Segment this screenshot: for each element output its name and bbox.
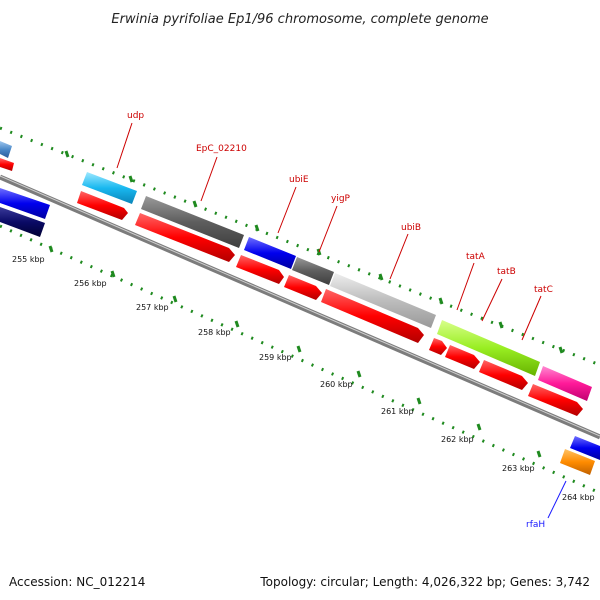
tick-label: 264 kbp bbox=[562, 493, 595, 502]
cds-arrow[interactable] bbox=[445, 345, 480, 369]
cds-arrow[interactable] bbox=[236, 255, 284, 284]
gene-label-tatc[interactable]: tatC bbox=[534, 285, 553, 295]
feature-box-steel[interactable] bbox=[0, 141, 12, 158]
tick-label: 259 kbp bbox=[259, 353, 292, 362]
map-title: Erwinia pyrifoliae Ep1/96 chromosome, co… bbox=[111, 12, 488, 27]
genome-summary-text: Topology: circular; Length: 4,026,322 bp… bbox=[259, 575, 590, 589]
feature-box-ubie[interactable] bbox=[244, 237, 296, 269]
tick-label: 255 kbp bbox=[12, 255, 45, 264]
gene-label-ubie[interactable]: ubiE bbox=[289, 175, 309, 185]
gene-label-yigp[interactable]: yigP bbox=[331, 194, 351, 204]
outer-feature-track bbox=[0, 141, 592, 401]
outer-major-ticks bbox=[64, 150, 564, 354]
gene-labels: udp EpC_02210 ubiE yigP ubiB tatA tatB t… bbox=[127, 111, 553, 530]
cds-arrow[interactable] bbox=[135, 213, 235, 262]
tick-label: 261 kbp bbox=[381, 407, 414, 416]
gene-label-ubib[interactable]: ubiB bbox=[401, 223, 421, 233]
feature-box-pink[interactable] bbox=[538, 366, 592, 401]
forward-cds-track bbox=[0, 158, 583, 416]
feature-box-tat[interactable] bbox=[437, 320, 540, 376]
feature-box-epc02210[interactable] bbox=[141, 196, 244, 248]
cds-arrow[interactable] bbox=[284, 275, 322, 300]
backbone-line bbox=[0, 174, 600, 440]
feature-box-udp[interactable] bbox=[82, 172, 137, 204]
feature-box-navy-left[interactable] bbox=[0, 207, 45, 237]
backbone-highlight bbox=[0, 175, 600, 437]
inner-major-ticks bbox=[48, 245, 542, 458]
accession-text: Accession: NC_012214 bbox=[9, 575, 145, 589]
feature-box-orange-rfah[interactable] bbox=[560, 449, 595, 475]
cds-arrow[interactable] bbox=[77, 191, 128, 220]
tick-label: 258 kbp bbox=[198, 328, 231, 337]
outer-tick-ring bbox=[0, 126, 600, 367]
cds-arrow[interactable] bbox=[321, 289, 424, 343]
tick-labels: 255 kbp 256 kbp 257 kbp 258 kbp 259 kbp … bbox=[12, 255, 595, 502]
tick-label: 262 kbp bbox=[441, 435, 474, 444]
gene-label-tata[interactable]: tatA bbox=[466, 252, 486, 262]
label-leaders bbox=[116, 122, 567, 519]
tick-label: 257 kbp bbox=[136, 303, 169, 312]
feature-box-blue-left[interactable] bbox=[0, 188, 50, 219]
gene-label-rfah[interactable]: rfaH bbox=[526, 520, 545, 530]
cds-arrow[interactable] bbox=[429, 338, 447, 355]
cds-arrow[interactable] bbox=[0, 158, 14, 171]
tick-label: 256 kbp bbox=[74, 279, 107, 288]
tick-label: 260 kbp bbox=[320, 380, 353, 389]
cds-arrow[interactable] bbox=[528, 384, 583, 416]
cds-arrow[interactable] bbox=[479, 360, 528, 390]
feature-box-ubib[interactable] bbox=[330, 273, 436, 328]
tick-label: 263 kbp bbox=[502, 464, 535, 473]
feature-box-blue-right[interactable] bbox=[570, 436, 600, 460]
feature-box-yigp[interactable] bbox=[292, 257, 334, 285]
gene-label-tatb[interactable]: tatB bbox=[497, 267, 516, 277]
gene-label-epc02210[interactable]: EpC_02210 bbox=[196, 144, 247, 154]
gene-label-udp[interactable]: udp bbox=[127, 111, 144, 121]
reverse-feature-track bbox=[0, 188, 600, 475]
